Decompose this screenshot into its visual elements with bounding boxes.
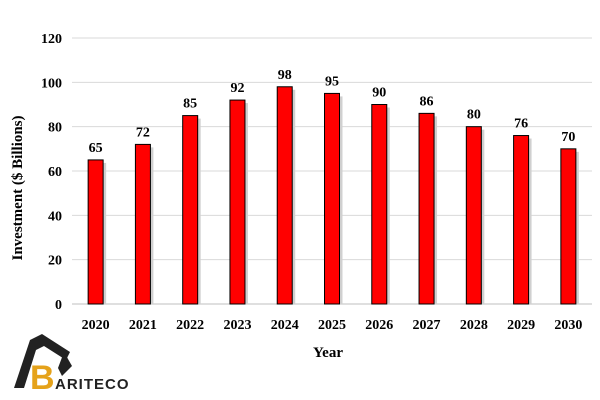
x-tick-label-2023: 2023 xyxy=(223,318,251,333)
y-tick-label: 20 xyxy=(48,254,62,269)
x-tick-label-2024: 2024 xyxy=(271,318,299,333)
y-tick-label: 40 xyxy=(48,209,62,224)
data-label-2021: 72 xyxy=(136,125,150,140)
data-label-2030: 70 xyxy=(561,130,575,145)
y-tick-label: 120 xyxy=(41,32,62,47)
data-label-2028: 80 xyxy=(467,108,481,123)
x-tick-label-2025: 2025 xyxy=(318,318,346,333)
data-labels: 65 72 85 92 98 95 90 86 80 76 70 xyxy=(89,68,576,156)
x-tick-label-2029: 2029 xyxy=(507,318,535,333)
bar-2030 xyxy=(560,148,577,305)
x-tick-label-2021: 2021 xyxy=(129,318,157,333)
data-label-2020: 65 xyxy=(89,141,103,156)
x-axis-ticks: 2020 2021 2022 2023 2024 2025 2026 2027 2028 2029… xyxy=(82,318,583,333)
bar-2023 xyxy=(229,99,246,305)
bar-2024 xyxy=(276,86,293,305)
x-tick-label-2020: 2020 xyxy=(82,318,110,333)
logo-letter: B xyxy=(30,359,56,397)
data-label-2023: 92 xyxy=(230,81,244,96)
bars xyxy=(87,86,579,305)
x-tick-label-2027: 2027 xyxy=(413,318,441,333)
bar-2021 xyxy=(134,143,151,305)
x-tick-label-2026: 2026 xyxy=(365,318,393,333)
data-label-2025: 95 xyxy=(325,74,339,89)
logo-wordmark: ARITECO xyxy=(55,376,130,393)
bar-2025 xyxy=(324,92,340,305)
y-axis-title: Investment ($ Billions) xyxy=(10,115,26,260)
data-label-2029: 76 xyxy=(514,117,528,132)
y-tick-label: 60 xyxy=(48,165,62,180)
data-label-2024: 98 xyxy=(278,68,292,83)
y-tick-label: 80 xyxy=(48,121,62,136)
bar-2020 xyxy=(87,159,104,305)
x-tick-label-2028: 2028 xyxy=(460,318,488,333)
x-tick-label-2030: 2030 xyxy=(554,318,582,333)
data-label-2022: 85 xyxy=(183,97,197,112)
y-axis-ticks: 0 20 40 60 80 100 120 xyxy=(41,32,62,313)
bar-2029 xyxy=(513,135,530,305)
y-tick-label: 0 xyxy=(55,298,62,313)
bar-2027 xyxy=(418,112,435,305)
x-tick-label-2022: 2022 xyxy=(176,318,204,333)
bar-2022 xyxy=(182,115,199,305)
excavator-arm-icon xyxy=(14,334,72,388)
bar-2026 xyxy=(371,104,388,305)
data-label-2027: 86 xyxy=(420,94,434,109)
y-tick-label: 100 xyxy=(41,76,62,91)
bar-2028 xyxy=(465,126,482,305)
bariteco-logo: B ARITECO xyxy=(14,334,130,397)
x-axis-title: Year xyxy=(313,345,343,361)
data-label-2026: 90 xyxy=(372,86,386,101)
